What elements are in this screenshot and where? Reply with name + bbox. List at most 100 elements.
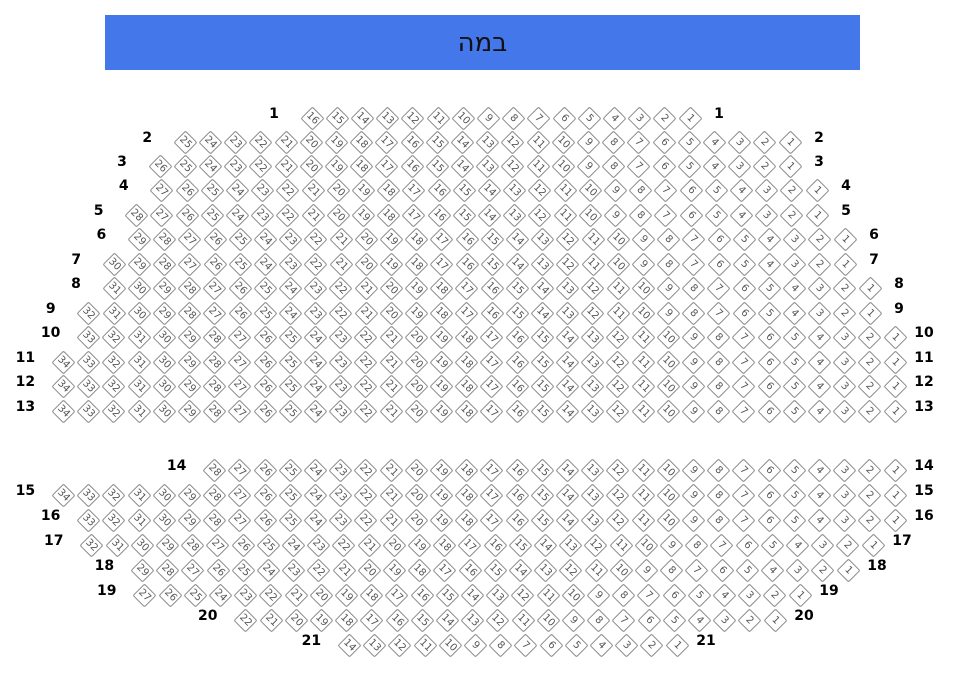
seat[interactable]: 5 bbox=[782, 324, 807, 350]
seat[interactable]: 22 bbox=[303, 226, 328, 252]
seat[interactable]: 13 bbox=[580, 457, 605, 483]
seat[interactable]: 16 bbox=[426, 202, 452, 228]
seat[interactable]: 12 bbox=[527, 177, 552, 203]
seat[interactable]: 27 bbox=[227, 482, 252, 508]
seat[interactable]: 12 bbox=[555, 226, 580, 252]
seat[interactable]: 1 bbox=[664, 632, 690, 658]
seat[interactable]: 4 bbox=[757, 251, 782, 277]
seat[interactable]: 2 bbox=[857, 349, 882, 375]
seat[interactable]: 24 bbox=[253, 251, 278, 277]
seat[interactable]: 12 bbox=[580, 300, 605, 326]
seat[interactable]: 26 bbox=[202, 226, 228, 252]
seat[interactable]: 6 bbox=[636, 607, 662, 633]
seat[interactable]: 7 bbox=[684, 557, 709, 583]
seat[interactable]: 4 bbox=[782, 300, 807, 326]
seat[interactable]: 20 bbox=[404, 457, 429, 483]
seat[interactable]: 1 bbox=[882, 398, 908, 424]
seat[interactable]: 12 bbox=[605, 457, 630, 483]
seat[interactable]: 8 bbox=[706, 457, 731, 483]
seat[interactable]: 30 bbox=[152, 324, 177, 350]
seat[interactable]: 12 bbox=[605, 482, 630, 508]
seat[interactable]: 12 bbox=[500, 153, 525, 179]
seat[interactable]: 32 bbox=[101, 324, 126, 350]
seat[interactable]: 3 bbox=[832, 398, 857, 424]
seat[interactable]: 8 bbox=[656, 251, 681, 277]
seat[interactable]: 11 bbox=[630, 398, 656, 424]
seat[interactable]: 6 bbox=[756, 324, 782, 350]
seat[interactable]: 4 bbox=[782, 275, 807, 301]
seat[interactable]: 18 bbox=[334, 607, 359, 633]
seat[interactable]: 11 bbox=[630, 373, 656, 399]
seat[interactable]: 26 bbox=[252, 373, 278, 399]
seat[interactable]: 9 bbox=[681, 457, 706, 483]
seat[interactable]: 2 bbox=[835, 532, 860, 558]
seat[interactable]: 2 bbox=[779, 202, 804, 228]
seat[interactable]: 25 bbox=[278, 349, 303, 375]
seat[interactable]: 3 bbox=[785, 557, 810, 583]
seat[interactable]: 5 bbox=[757, 300, 782, 326]
seat[interactable]: 34 bbox=[51, 398, 76, 424]
seat[interactable]: 32 bbox=[101, 373, 126, 399]
seat[interactable]: 19 bbox=[429, 373, 454, 399]
seat[interactable]: 10 bbox=[656, 398, 681, 424]
seat[interactable]: 27 bbox=[202, 275, 227, 301]
seat[interactable]: 6 bbox=[756, 507, 782, 533]
seat[interactable]: 8 bbox=[706, 507, 731, 533]
seat[interactable]: 10 bbox=[451, 105, 476, 131]
seat[interactable]: 5 bbox=[677, 153, 702, 179]
seat[interactable]: 28 bbox=[202, 373, 227, 399]
seat[interactable]: 14 bbox=[555, 482, 580, 508]
seat[interactable]: 11 bbox=[580, 251, 606, 277]
seat[interactable]: 7 bbox=[653, 202, 678, 228]
seat[interactable]: 2 bbox=[752, 129, 777, 155]
seat[interactable]: 1 bbox=[835, 557, 861, 583]
seat[interactable]: 12 bbox=[500, 129, 525, 155]
seat[interactable]: 7 bbox=[526, 105, 551, 131]
seat[interactable]: 16 bbox=[399, 129, 425, 155]
seat[interactable]: 1 bbox=[762, 607, 788, 633]
seat[interactable]: 13 bbox=[375, 105, 400, 131]
seat[interactable]: 5 bbox=[687, 582, 712, 608]
seat[interactable]: 7 bbox=[731, 398, 756, 424]
seat[interactable]: 17 bbox=[432, 557, 457, 583]
seat[interactable]: 9 bbox=[576, 129, 601, 155]
seat[interactable]: 27 bbox=[227, 349, 252, 375]
seat[interactable]: 19 bbox=[334, 582, 359, 608]
seat[interactable]: 3 bbox=[832, 349, 857, 375]
seat[interactable]: 1 bbox=[882, 457, 908, 483]
seat[interactable]: 17 bbox=[359, 607, 384, 633]
seat[interactable]: 7 bbox=[731, 373, 756, 399]
seat[interactable]: 10 bbox=[578, 177, 603, 203]
seat[interactable]: 6 bbox=[678, 202, 704, 228]
seat[interactable]: 1 bbox=[882, 482, 908, 508]
seat[interactable]: 15 bbox=[508, 532, 533, 558]
seat[interactable]: 20 bbox=[404, 398, 429, 424]
seat[interactable]: 29 bbox=[130, 557, 155, 583]
seat[interactable]: 11 bbox=[412, 632, 438, 658]
seat[interactable]: 23 bbox=[250, 202, 275, 228]
seat[interactable]: 30 bbox=[152, 482, 177, 508]
seat[interactable]: 18 bbox=[429, 275, 454, 301]
seat[interactable]: 28 bbox=[177, 300, 202, 326]
seat[interactable]: 16 bbox=[384, 607, 410, 633]
seat[interactable]: 10 bbox=[551, 153, 576, 179]
seat[interactable]: 11 bbox=[580, 226, 606, 252]
seat[interactable]: 20 bbox=[284, 607, 309, 633]
seat[interactable]: 22 bbox=[353, 349, 378, 375]
seat[interactable]: 2 bbox=[857, 457, 882, 483]
seat[interactable]: 21 bbox=[353, 300, 379, 326]
seat[interactable]: 12 bbox=[527, 202, 552, 228]
seat[interactable]: 9 bbox=[476, 105, 501, 131]
seat[interactable]: 3 bbox=[614, 632, 639, 658]
seat[interactable]: 20 bbox=[299, 129, 324, 155]
seat[interactable]: 5 bbox=[662, 607, 687, 633]
seat[interactable]: 23 bbox=[328, 349, 353, 375]
seat[interactable]: 22 bbox=[353, 457, 378, 483]
seat[interactable]: 10 bbox=[609, 557, 634, 583]
seat[interactable]: 4 bbox=[807, 373, 832, 399]
seat[interactable]: 2 bbox=[807, 226, 832, 252]
seat[interactable]: 5 bbox=[782, 482, 807, 508]
seat[interactable]: 7 bbox=[611, 607, 636, 633]
seat[interactable]: 29 bbox=[152, 300, 177, 326]
seat[interactable]: 7 bbox=[706, 275, 731, 301]
